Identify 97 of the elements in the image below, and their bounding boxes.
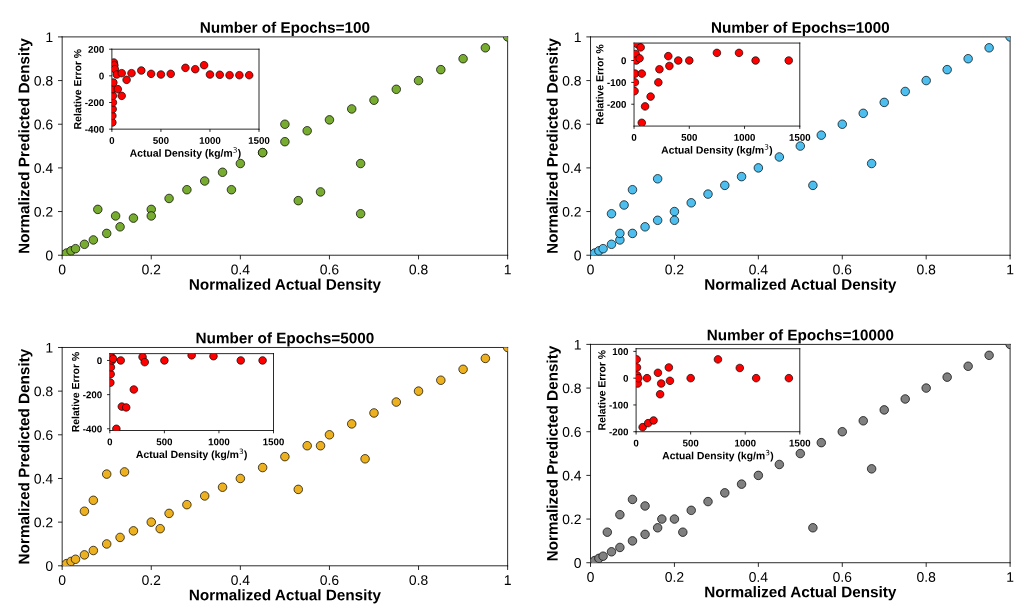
x-tick-label: 0 <box>587 572 594 582</box>
x-tick-label: 0.2 <box>142 575 161 586</box>
x-tick-label: 0 <box>58 264 66 275</box>
x-tick-label: 0.4 <box>231 264 250 275</box>
x-tick-label: 0.6 <box>833 572 852 582</box>
x-tick-label: 0.2 <box>665 264 684 275</box>
y-tick-label: 100 <box>612 348 629 355</box>
x-tick-label: 0 <box>587 264 594 275</box>
x-tick-label: 1500 <box>789 439 811 447</box>
y-tick-label: 0.8 <box>34 75 53 86</box>
y-tick-label: 1 <box>46 342 53 353</box>
x-tick-label: 500 <box>681 133 697 141</box>
x-tick-label: 1000 <box>734 133 755 141</box>
x-tick-label: 0.4 <box>749 264 768 275</box>
x-tick-label: 0.6 <box>320 575 339 586</box>
x-tick-label: 1000 <box>735 439 756 447</box>
y-axis-title: Normalized Predicted Density <box>18 348 33 564</box>
x-tick-label: 1500 <box>789 133 811 141</box>
x-tick-label: 1000 <box>208 438 230 446</box>
y-axis-title: Normalized Predicted Density <box>18 38 33 253</box>
x-tick-label: 0.6 <box>833 264 852 275</box>
x-tick-label: 0.2 <box>665 572 684 582</box>
x-axis-title: Actual Density (kg/m$^{3}$) <box>136 448 247 461</box>
y-tick-label: 0.6 <box>34 119 53 130</box>
x-tick-label: 0.8 <box>917 572 936 582</box>
y-tick-label: 0 <box>574 558 581 568</box>
x-tick-label: 500 <box>682 439 699 447</box>
y-tick-label: -100 <box>609 401 629 409</box>
y-tick-label: 0.4 <box>562 470 582 481</box>
x-tick-label: 0 <box>633 439 639 447</box>
y-tick-label: 0.4 <box>34 163 53 174</box>
y-tick-label: 0.8 <box>562 383 581 394</box>
x-tick-label: 1 <box>504 575 511 585</box>
x-tick-label: 0.6 <box>320 264 339 275</box>
y-tick-label: 0.2 <box>562 514 581 525</box>
x-tick-label: 0 <box>58 575 66 586</box>
y-axis-title: Relative Error % <box>595 44 604 125</box>
y-axis-title: Relative Error % <box>71 352 80 432</box>
x-tick-label: 1000 <box>199 137 221 144</box>
y-tick-label: 0 <box>99 72 104 80</box>
y-axis-title: Normalized Predicted Density <box>546 38 561 253</box>
x-tick-label: 0 <box>631 133 637 141</box>
y-axis-title: Normalized Predicted Density <box>546 345 561 561</box>
y-tick-label: -400 <box>83 425 102 433</box>
x-tick-label: 0.8 <box>917 264 936 275</box>
chart-title: Number of Epochs=5000 <box>196 332 374 347</box>
y-tick-label: 0.6 <box>562 427 581 437</box>
y-tick-label: 200 <box>88 45 104 53</box>
chart-title: Number of Epochs=10000 <box>707 329 894 344</box>
x-axis-title: Actual Density (kg/m$^{3}$) <box>661 144 773 156</box>
y-tick-label: -200 <box>607 100 626 108</box>
x-axis-title: Normalized Actual Density <box>189 589 381 604</box>
x-tick-label: 0.8 <box>409 264 428 275</box>
chart-title: Number of Epochs=1000 <box>711 21 890 36</box>
x-tick-label: 1 <box>1007 264 1014 275</box>
y-tick-label: 1 <box>46 32 53 42</box>
y-tick-label: -200 <box>83 391 102 399</box>
x-axis-title: Actual Density (kg/m$^{3}$) <box>662 449 774 462</box>
y-tick-label: 0 <box>623 374 629 382</box>
x-tick-label: 0 <box>107 438 113 446</box>
y-tick-label: 0.2 <box>34 517 53 528</box>
y-tick-label: 1 <box>574 339 581 350</box>
y-tick-label: 0 <box>45 561 53 571</box>
y-tick-label: 0.4 <box>34 473 53 484</box>
x-tick-label: 500 <box>156 438 173 446</box>
y-tick-label: -200 <box>85 99 104 107</box>
x-tick-label: 500 <box>153 137 169 144</box>
y-tick-label: 0.2 <box>562 206 581 217</box>
y-tick-label: -400 <box>85 125 104 133</box>
y-tick-label: 0.4 <box>562 163 582 174</box>
x-axis-title: Normalized Actual Density <box>189 278 381 293</box>
y-tick-label: 1 <box>574 32 581 42</box>
x-tick-label: 1500 <box>248 137 270 144</box>
x-axis-title: Normalized Actual Density <box>705 586 897 601</box>
y-tick-label: 0 <box>574 250 581 261</box>
y-tick-label: -100 <box>607 79 626 86</box>
y-tick-label: 0 <box>45 250 53 261</box>
y-axis-title: Relative Error % <box>597 350 606 430</box>
x-axis-title: Actual Density (kg/m$^{3}$) <box>129 147 241 159</box>
y-tick-label: -200 <box>609 428 629 436</box>
x-tick-label: 1 <box>504 264 511 275</box>
y-axis-title: Relative Error % <box>73 49 82 129</box>
y-tick-label: 0.8 <box>34 386 53 397</box>
x-axis-title: Normalized Actual Density <box>705 278 897 293</box>
y-tick-label: 0 <box>97 357 102 365</box>
x-tick-label: 0.2 <box>142 264 161 275</box>
y-tick-label: 0.2 <box>34 206 53 217</box>
x-tick-label: 0.4 <box>749 572 768 582</box>
x-tick-label: 0 <box>109 137 115 144</box>
chart-title: Number of Epochs=100 <box>200 21 370 36</box>
x-tick-label: 0.4 <box>231 575 250 586</box>
y-tick-label: 0.8 <box>562 75 581 86</box>
x-tick-label: 1500 <box>263 438 284 446</box>
x-tick-label: 1 <box>1007 572 1014 582</box>
y-tick-label: 0 <box>621 57 626 65</box>
x-tick-label: 0.8 <box>409 575 428 586</box>
y-tick-label: 0.6 <box>562 119 581 130</box>
